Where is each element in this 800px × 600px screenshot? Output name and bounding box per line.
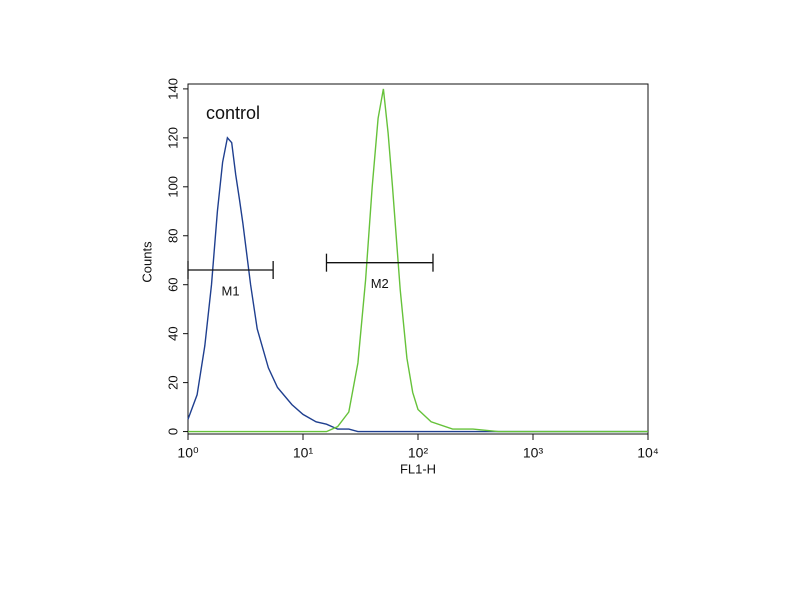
y-tick-label: 80 [165,229,180,243]
x-tick-label: 10³ [523,445,544,461]
y-tick-label: 40 [165,326,180,340]
y-tick-label: 140 [165,78,180,100]
histogram-line [187,136,648,433]
x-tick-label: 10¹ [293,445,314,461]
y-tick-label: 20 [165,375,180,389]
plot-frame [187,83,649,435]
x-tick-label: 10² [408,445,429,461]
y-axis-label: Counts [139,241,154,283]
series-annotation: control [206,103,260,123]
y-tick-label: 100 [165,176,180,198]
y-tick-label: 60 [165,277,180,291]
gate-label: M2 [371,276,389,291]
x-tick-label: 10⁰ [177,445,199,461]
y-tick-label: 0 [165,428,180,435]
x-tick-label: 10⁴ [637,445,659,461]
x-axis-label: FL1-H [400,461,436,476]
histogram-line [188,88,648,433]
y-tick-label: 120 [165,127,180,149]
gate-label: M1 [222,283,240,298]
